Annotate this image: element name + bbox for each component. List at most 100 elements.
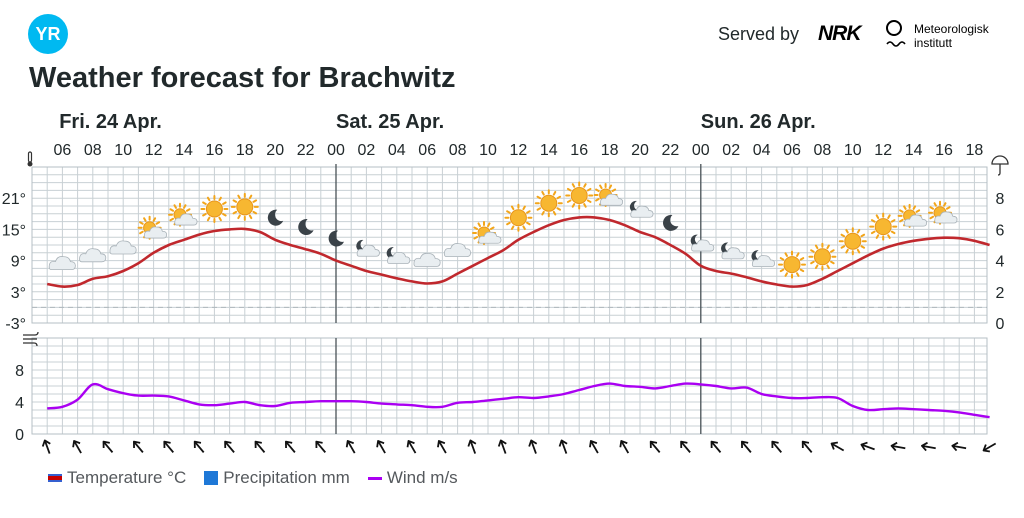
- temperature-tick-label: 9°: [11, 254, 26, 271]
- cloud-shape: [79, 248, 107, 263]
- thermometer-bulb: [27, 161, 33, 167]
- sun-ray: [237, 194, 241, 200]
- hour-tick-label: 18: [966, 142, 984, 159]
- arrow-head: [741, 440, 749, 449]
- precipitation-tick-label: 8: [996, 191, 1005, 208]
- wind-tick-label: 8: [15, 363, 24, 380]
- sun-disc: [813, 248, 831, 266]
- page-title: Weather forecast for Brachwitz: [29, 62, 456, 94]
- sun-ray: [169, 217, 175, 222]
- day-label: Fri. 24 Apr.: [59, 111, 162, 133]
- sun-ray: [856, 248, 861, 254]
- sun-ray: [929, 206, 935, 210]
- hour-tick-label: 10: [844, 142, 862, 159]
- chart-legend: Temperature °C Precipitation mm Wind m/s: [48, 468, 476, 488]
- sun-ray: [248, 214, 253, 220]
- sun-ray: [526, 221, 531, 226]
- sun-ray: [779, 268, 785, 273]
- sun-ray: [860, 233, 866, 238]
- hour-tick-label: 12: [874, 142, 892, 159]
- moon-crescent: [721, 242, 733, 255]
- hour-tick-label: 00: [692, 142, 710, 159]
- moon-weather-icon: [267, 209, 284, 226]
- arrow-shaft: [500, 441, 507, 454]
- arrow-shaft: [892, 445, 906, 450]
- sun-ray: [840, 245, 846, 249]
- sun-ray: [870, 230, 876, 235]
- sun-ray: [222, 201, 227, 205]
- arrow-head: [345, 440, 354, 448]
- cloud-shape: [443, 243, 472, 257]
- sun-ray: [845, 248, 849, 254]
- yr-logo-text: YR: [35, 24, 61, 44]
- arrow-head: [951, 441, 959, 452]
- arrow-head: [376, 440, 385, 448]
- sun-ray: [912, 205, 917, 210]
- temperature-line: [46, 215, 990, 288]
- sun-ray: [779, 257, 785, 261]
- cloud-shape: [903, 214, 928, 227]
- moon-crescent: [629, 200, 641, 213]
- cloud-weather-icon: [443, 243, 472, 257]
- sun-ray: [890, 219, 896, 223]
- sun-ray: [526, 210, 531, 214]
- wind-direction-arrow: [406, 440, 417, 454]
- cloud-shape: [413, 252, 441, 267]
- sun-ray: [608, 184, 613, 190]
- sun-ray: [218, 196, 222, 202]
- sun-ray: [202, 201, 207, 205]
- wind-direction-arrow: [133, 440, 144, 453]
- wind-direction-arrow: [528, 439, 538, 454]
- sun-weather-icon: [504, 203, 533, 232]
- temperature-tick-label: -3°: [5, 316, 26, 333]
- wind-direction-arrow: [830, 441, 845, 452]
- sun-ray: [477, 222, 481, 228]
- hour-tick-label: 12: [145, 142, 163, 159]
- cloud-weather-icon: [109, 240, 137, 255]
- sun-weather-icon: [534, 189, 563, 218]
- arrow-shaft: [73, 441, 82, 454]
- sun-ray: [183, 204, 187, 209]
- sun-disc: [236, 198, 254, 216]
- cloud-shape: [934, 211, 958, 224]
- moon-crescent: [663, 214, 679, 231]
- sun-ray: [814, 264, 819, 270]
- sun-ray: [870, 219, 876, 223]
- sun-ray: [826, 264, 830, 270]
- sun-ray: [915, 209, 921, 213]
- sun-ray: [933, 202, 937, 207]
- sun-ray: [784, 252, 788, 257]
- arrow-head: [921, 441, 928, 452]
- wind-direction-arrow: [193, 440, 205, 453]
- arrow-shaft: [438, 441, 447, 454]
- moon-crescent: [751, 250, 763, 263]
- partly-cloudy-day-weather-icon: [137, 215, 168, 240]
- moon-crescent: [298, 219, 314, 236]
- day-label: Sat. 25 Apr.: [336, 111, 444, 133]
- forecast-chart: Fri. 24 Apr. Sat. 25 Apr. Sun. 26 Apr.06 08…: [2, 111, 1009, 454]
- sun-ray: [586, 199, 592, 203]
- sun-ray: [522, 205, 526, 211]
- sun-ray: [487, 222, 491, 228]
- legend-wind-label: Wind m/s: [386, 468, 458, 487]
- wind-direction-arrow: [163, 440, 174, 453]
- partly-cloudy-day-weather-icon: [168, 202, 198, 227]
- sun-ray: [248, 194, 253, 200]
- hour-tick-label: 10: [479, 142, 497, 159]
- arrow-shaft: [772, 441, 782, 453]
- sun-ray: [222, 212, 227, 217]
- wind-line: [47, 382, 990, 419]
- sun-ray: [571, 183, 576, 188]
- yr-logo[interactable]: YR: [28, 14, 68, 54]
- arrow-shaft: [103, 441, 114, 453]
- moon-crescent: [328, 230, 344, 247]
- nrk-logo[interactable]: NRK: [818, 22, 861, 45]
- sun-disc: [874, 218, 892, 236]
- hour-tick-label: 16: [206, 142, 224, 159]
- arrow-shaft: [255, 441, 266, 453]
- arrow-head: [680, 440, 688, 449]
- sun-disc: [205, 200, 223, 218]
- arrow-shaft: [377, 441, 386, 454]
- hour-tick-label: 04: [388, 142, 406, 159]
- met-institute-logo[interactable]: Meteorologisk institutt: [886, 20, 1016, 54]
